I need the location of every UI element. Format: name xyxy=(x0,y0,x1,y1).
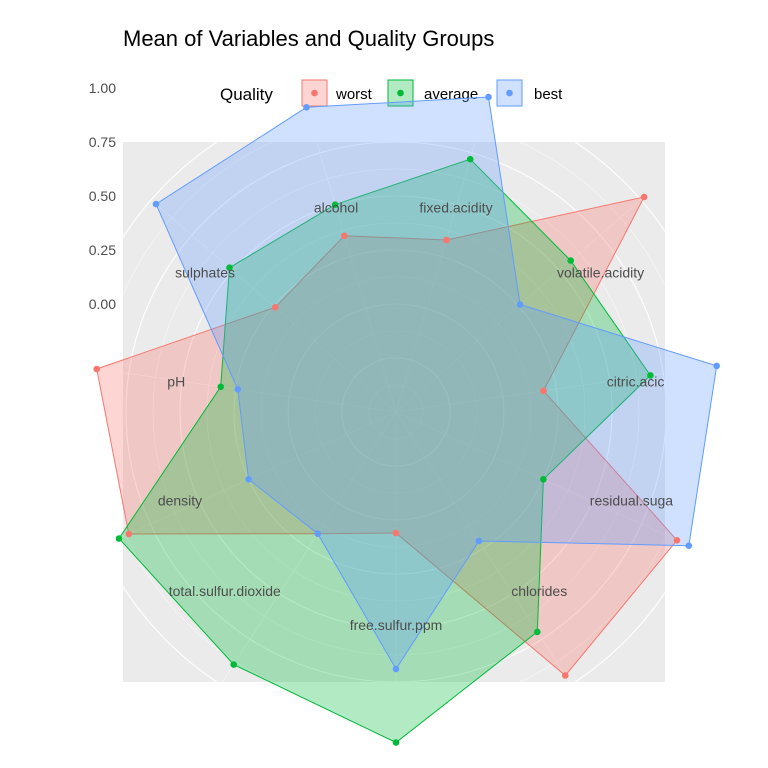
legend-key-best xyxy=(496,79,523,107)
category-label: total.sulfur.dioxide xyxy=(169,583,281,599)
category-label: sulphates xyxy=(175,265,235,281)
legend-key-dot xyxy=(397,89,404,97)
data-point-best xyxy=(475,537,483,545)
y-tick-label: 0.25 xyxy=(89,242,116,258)
data-point-average xyxy=(230,661,237,668)
y-tick-label: 0.75 xyxy=(89,134,116,150)
category-label: citric.acic xyxy=(607,374,665,390)
data-point-best xyxy=(516,301,524,308)
label-layer: fixed.acidity volatile.acidity citric.acic… xyxy=(89,80,674,633)
data-point-best xyxy=(685,542,693,549)
grid-circle xyxy=(125,142,665,682)
grid-spoke xyxy=(395,411,570,682)
category-label: chlorides xyxy=(511,583,567,599)
y-tick-label: 1.00 xyxy=(89,80,116,96)
category-label: pH xyxy=(167,374,185,390)
data-point-average xyxy=(392,739,400,746)
data-point-average xyxy=(647,372,654,379)
data-point-best xyxy=(392,665,400,673)
data-point-worst xyxy=(341,232,348,240)
category-label: density xyxy=(158,493,202,509)
data-point-average xyxy=(217,383,224,391)
category-label: residual.suga xyxy=(590,493,673,509)
legend-title: Quality xyxy=(220,85,273,104)
data-point-worst xyxy=(562,672,569,679)
data-point-best xyxy=(245,476,252,483)
data-point-worst xyxy=(540,387,547,395)
data-point-best xyxy=(713,362,720,370)
data-point-best xyxy=(314,530,322,537)
data-point-worst xyxy=(640,193,648,201)
category-label: alcohol xyxy=(314,200,358,216)
chart-title: Mean of Variables and Quality Groups xyxy=(123,26,494,51)
data-point-best xyxy=(234,386,242,393)
legend-key-dot xyxy=(311,89,318,97)
data-point-worst xyxy=(125,530,133,538)
data-point-best xyxy=(152,200,160,208)
data-point-worst xyxy=(673,537,681,544)
data-point-average xyxy=(540,476,547,483)
data-point-best xyxy=(485,93,492,101)
data-point-worst xyxy=(392,529,400,537)
data-point-worst xyxy=(93,365,100,373)
data-point-average xyxy=(567,257,574,264)
data-point-worst xyxy=(271,304,279,311)
data-point-average xyxy=(115,535,123,542)
legend-label-worst: worst xyxy=(335,86,373,103)
grid-spoke xyxy=(395,373,665,413)
data-point-average xyxy=(226,264,233,272)
category-label: free.sulfur.ppm xyxy=(350,617,443,633)
grid-spoke xyxy=(395,142,476,413)
data-point-average xyxy=(466,155,474,163)
data-point-worst xyxy=(443,236,450,244)
series-area-worst xyxy=(96,196,678,677)
series-area-best xyxy=(155,96,718,670)
data-point-average xyxy=(534,628,541,636)
radar-grid xyxy=(123,142,665,682)
legend-label-best: best xyxy=(534,86,563,103)
legend-key-dot xyxy=(506,89,513,97)
series-layer xyxy=(93,93,720,746)
grid-spoke xyxy=(222,411,397,682)
y-tick-label: 0.00 xyxy=(89,296,116,312)
category-label: fixed.acidity xyxy=(419,200,492,216)
category-label: volatile.acidity xyxy=(557,265,644,281)
data-point-best xyxy=(303,104,310,111)
data-point-average xyxy=(331,201,339,208)
y-tick-label: 0.50 xyxy=(89,188,116,204)
plot-panel xyxy=(123,142,665,682)
grid-spoke xyxy=(316,142,397,413)
